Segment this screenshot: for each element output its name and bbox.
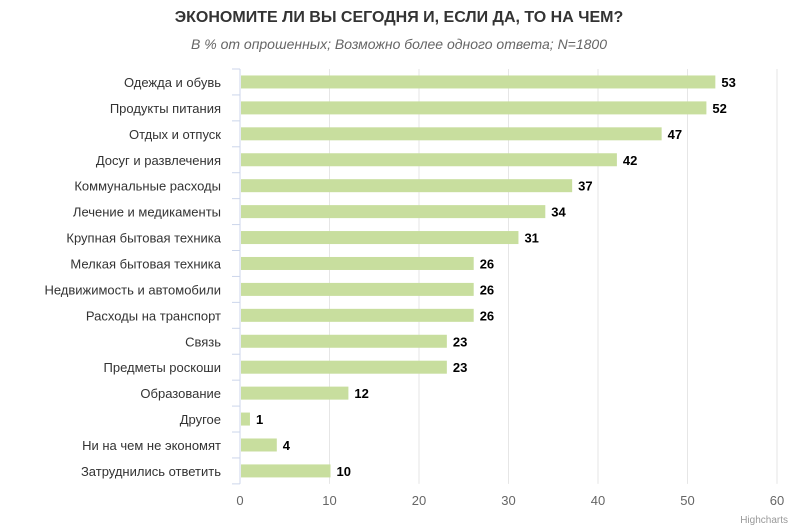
- x-tick-label: 50: [680, 493, 694, 508]
- category-label: Мелкая бытовая техника: [70, 256, 221, 271]
- category-label: Другое: [180, 412, 221, 427]
- chart-title: ЭКОНОМИТЕ ЛИ ВЫ СЕГОДНЯ И, ЕСЛИ ДА, ТО Н…: [174, 9, 624, 26]
- data-label: 23: [453, 334, 467, 349]
- category-label: Коммунальные расходы: [74, 179, 221, 194]
- category-label: Недвижимость и автомобили: [44, 282, 221, 297]
- x-tick-label: 0: [236, 493, 243, 508]
- category-label: Затруднились ответить: [81, 464, 221, 479]
- bar: [241, 231, 519, 245]
- bar: [241, 308, 474, 322]
- data-label: 53: [721, 75, 735, 90]
- x-tick-label: 30: [501, 493, 515, 508]
- data-label: 26: [480, 308, 494, 323]
- bar: [241, 101, 707, 115]
- category-label: Продукты питания: [110, 101, 221, 116]
- category-label: Крупная бытовая техника: [66, 231, 221, 246]
- bar: [241, 127, 662, 141]
- bar: [241, 205, 546, 219]
- bar: [241, 256, 474, 270]
- bar: [241, 438, 277, 452]
- x-tick-label: 40: [591, 493, 605, 508]
- bar: [241, 282, 474, 296]
- category-label: Одежда и обувь: [124, 75, 221, 90]
- data-label: 52: [712, 101, 726, 116]
- bar: [241, 360, 447, 374]
- category-label: Ни на чем не экономят: [82, 438, 221, 453]
- bar: [241, 75, 716, 89]
- data-label: 4: [283, 438, 291, 453]
- bar: [241, 386, 349, 400]
- category-label: Связь: [185, 334, 221, 349]
- category-label: Предметы роскоши: [104, 360, 221, 375]
- data-label: 34: [551, 205, 566, 220]
- x-tick-label: 20: [412, 493, 426, 508]
- category-label: Образование: [140, 386, 221, 401]
- data-label: 23: [453, 360, 467, 375]
- x-tick-label: 60: [770, 493, 784, 508]
- x-tick-label: 10: [322, 493, 336, 508]
- category-label: Расходы на транспорт: [86, 308, 221, 323]
- data-label: 42: [623, 153, 637, 168]
- data-label: 26: [480, 256, 494, 271]
- data-label: 26: [480, 282, 494, 297]
- data-label: 12: [354, 386, 368, 401]
- data-label: 10: [337, 464, 351, 479]
- bar: [241, 464, 331, 478]
- data-label: 47: [668, 127, 682, 142]
- data-label: 1: [256, 412, 263, 427]
- chart-subtitle: В % от опрошенных; Возможно более одного…: [191, 36, 607, 52]
- highcharts-credit[interactable]: Highcharts: [740, 515, 788, 526]
- bar: [241, 412, 250, 426]
- bar: [241, 179, 573, 193]
- category-label: Досуг и развлечения: [96, 153, 221, 168]
- bar: [241, 334, 447, 348]
- bar: [241, 153, 617, 167]
- data-label: 37: [578, 179, 592, 194]
- category-label: Лечение и медикаменты: [73, 205, 221, 220]
- category-label: Отдых и отпуск: [129, 127, 221, 142]
- data-label: 31: [524, 231, 538, 246]
